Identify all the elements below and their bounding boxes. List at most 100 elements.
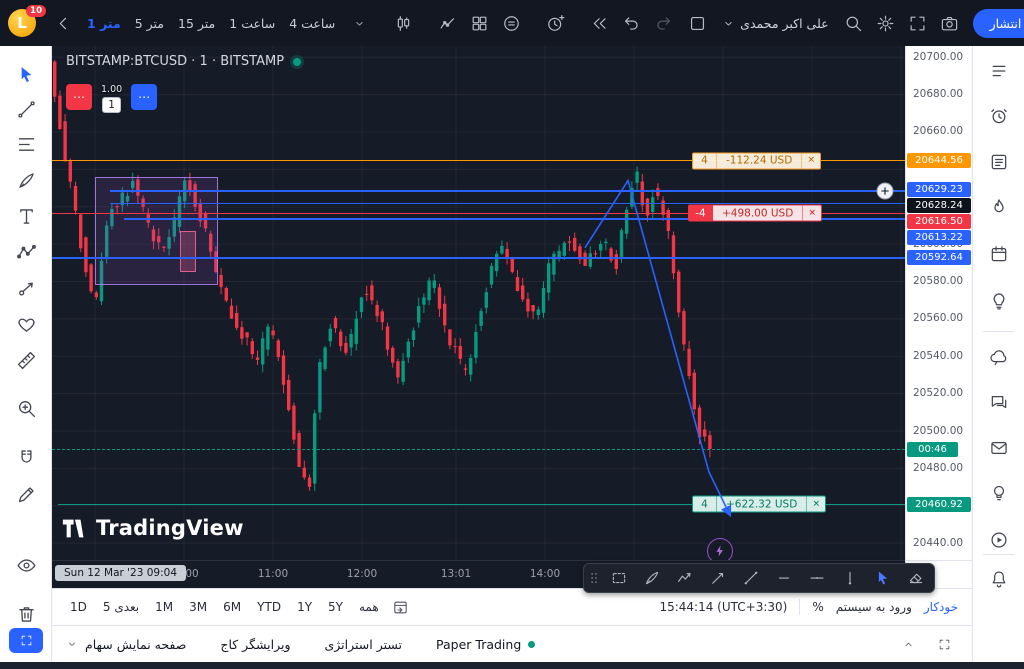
- rectangle-drawing[interactable]: [95, 176, 218, 286]
- calendar-panel-button[interactable]: [984, 239, 1014, 269]
- position-close-button[interactable]: ✕: [802, 205, 821, 221]
- magnet-tool-button[interactable]: [10, 442, 42, 474]
- clock-display[interactable]: 15:44:14 (UTC+3:30): [659, 600, 788, 614]
- drawings-panel-button[interactable]: [9, 628, 43, 653]
- bottom-tab-4[interactable]: Paper Trading: [436, 637, 536, 652]
- remove-drawings-tool-button[interactable]: [10, 598, 42, 630]
- auto-scale-button[interactable]: خودکار: [923, 600, 958, 614]
- panel-open-button[interactable]: [894, 630, 922, 658]
- chart-plot[interactable]: 4 -112.24 USD ✕ -4 +498.00 USD ✕ 4 +622.32 USD ✕…: [52, 46, 905, 560]
- position-close-button[interactable]: ✕: [806, 496, 825, 512]
- xabcd-pattern-tool-button[interactable]: [10, 236, 42, 268]
- inbox-panel-button[interactable]: [984, 433, 1014, 463]
- templates-button[interactable]: [496, 6, 526, 40]
- fib-retracement-tool-button[interactable]: [10, 128, 42, 160]
- lightning-icon[interactable]: [707, 538, 733, 560]
- layout-grid-button[interactable]: [464, 6, 494, 40]
- position-tool[interactable]: 4 -112.24 USD ✕: [692, 152, 822, 170]
- range-button-6[interactable]: YTD: [249, 596, 289, 618]
- screenshot-button[interactable]: [935, 6, 965, 40]
- style-button-red[interactable]: ⋯: [66, 84, 92, 110]
- account-logo[interactable]: L 10: [8, 5, 46, 41]
- layout-select-button[interactable]: [682, 6, 712, 40]
- symbol-info[interactable]: BITSTAMP:BTCUSD · 1 · BITSTAMP: [66, 54, 302, 69]
- panel-maximize-button[interactable]: [930, 630, 958, 658]
- zoom-in-tool-button[interactable]: [10, 392, 42, 424]
- chat-panel-button[interactable]: [984, 342, 1014, 372]
- position-close-button[interactable]: ✕: [801, 153, 820, 169]
- position-tool[interactable]: -4 +498.00 USD ✕: [688, 204, 823, 222]
- horizontal-line-drawing[interactable]: [52, 256, 905, 259]
- bottom-tab-1[interactable]: صفحه نمایش سهام: [66, 637, 186, 652]
- range-button-3[interactable]: 1M: [147, 596, 181, 618]
- bottom-tab-3[interactable]: تستر استراتژی: [325, 637, 403, 652]
- timeframe-button-1[interactable]: 1 متر: [80, 8, 128, 38]
- measure-tool-button[interactable]: [10, 344, 42, 376]
- trend-line-tool-button[interactable]: [734, 565, 767, 591]
- hotlists-panel-button[interactable]: [984, 192, 1014, 222]
- horizontal-ray-tool-button[interactable]: [800, 565, 833, 591]
- horizontal-line-drawing[interactable]: [124, 218, 905, 221]
- timeframe-button-2[interactable]: 5 متر: [128, 8, 171, 38]
- forecast-tool-button[interactable]: [10, 272, 42, 304]
- account-menu[interactable]: علی اکبر محمدی: [714, 6, 836, 40]
- timeframe-button-3[interactable]: 15 متر: [171, 8, 222, 38]
- trend-line-tool-button[interactable]: [10, 93, 42, 125]
- polyline-tool-button[interactable]: [668, 565, 701, 591]
- horizontal-line-drawing[interactable]: [52, 449, 905, 451]
- news-panel-button[interactable]: [984, 147, 1014, 177]
- horizontal-line-drawing[interactable]: [52, 160, 905, 162]
- search-button[interactable]: [839, 6, 869, 40]
- bar-replay-button[interactable]: [584, 6, 614, 40]
- range-button-8[interactable]: 5Y: [320, 596, 351, 618]
- cursor-tool-button[interactable]: [866, 565, 899, 591]
- horizontal-line-drawing[interactable]: [52, 212, 905, 214]
- timeframe-button-5[interactable]: 4 ساعت: [282, 8, 342, 38]
- percent-scale-button[interactable]: %: [812, 600, 824, 614]
- streams-panel-button[interactable]: [984, 525, 1014, 555]
- vertical-line-tool-button[interactable]: [833, 565, 866, 591]
- style-button-blue[interactable]: ⋯: [131, 84, 158, 110]
- range-button-5[interactable]: 6M: [215, 596, 249, 618]
- timeframe-button-4[interactable]: 1 ساعت: [222, 8, 282, 38]
- private-chats-panel-button[interactable]: [984, 387, 1014, 417]
- suggestions-panel-button[interactable]: [984, 478, 1014, 508]
- watchlist-panel-button[interactable]: [984, 56, 1014, 86]
- hide-drawings-tool-button[interactable]: [10, 549, 42, 581]
- qty-chip[interactable]: 1: [102, 97, 121, 113]
- horizontal-line-tool-button[interactable]: [767, 565, 800, 591]
- publish-button[interactable]: انتشار: [972, 8, 1024, 38]
- add-alert-plus-icon[interactable]: [876, 182, 894, 200]
- range-button-4[interactable]: 3M: [181, 596, 215, 618]
- chart-type-button[interactable]: [388, 6, 418, 40]
- toolbar-drag-handle-button[interactable]: [586, 565, 602, 591]
- rectangle-drawing[interactable]: [180, 231, 196, 273]
- collapse-toolbar-button[interactable]: [48, 6, 78, 40]
- cursor-tool-button[interactable]: [10, 58, 42, 90]
- goto-date-button[interactable]: [387, 593, 415, 621]
- indicators-button[interactable]: [432, 6, 462, 40]
- redo-button[interactable]: [648, 6, 678, 40]
- range-button-2[interactable]: بعدی 5: [95, 596, 147, 618]
- settings-button[interactable]: [871, 6, 901, 40]
- text-tool-button[interactable]: [10, 200, 42, 232]
- rect-select-tool-button[interactable]: [602, 565, 635, 591]
- arrow-tool-button[interactable]: [701, 565, 734, 591]
- ideas-panel-button[interactable]: [984, 286, 1014, 316]
- log-scale-button[interactable]: ورود به سیستم: [835, 600, 912, 614]
- undo-button[interactable]: [616, 6, 646, 40]
- price-axis[interactable]: 20700.0020680.0020660.0020600.0020580.00…: [905, 46, 972, 560]
- notifications-bell-button[interactable]: [984, 564, 1014, 594]
- floating-drawing-toolbar[interactable]: [583, 563, 935, 593]
- eraser-tool-button[interactable]: [899, 565, 932, 591]
- brush-tool-button[interactable]: [10, 164, 42, 196]
- bottom-tab-2[interactable]: ویرایشگر کاج: [220, 637, 290, 652]
- timeframe-menu-button[interactable]: [344, 6, 374, 40]
- horizontal-line-drawing[interactable]: [110, 190, 905, 193]
- range-button-1[interactable]: 1D: [62, 596, 95, 618]
- range-button-9[interactable]: همه: [351, 596, 387, 618]
- horizontal-line-drawing[interactable]: [110, 203, 905, 205]
- trend-line-drawing[interactable]: [52, 46, 905, 560]
- drawing-mode-tool-button[interactable]: [10, 478, 42, 510]
- horizontal-line-drawing[interactable]: [58, 503, 905, 505]
